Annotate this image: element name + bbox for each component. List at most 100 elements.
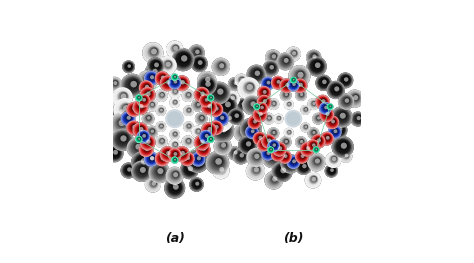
Circle shape <box>259 112 263 116</box>
Circle shape <box>256 105 258 107</box>
Circle shape <box>345 98 349 103</box>
Circle shape <box>351 93 360 102</box>
Circle shape <box>276 116 282 121</box>
Circle shape <box>100 98 113 111</box>
Circle shape <box>228 147 242 160</box>
Circle shape <box>208 137 213 142</box>
Circle shape <box>286 155 301 169</box>
Circle shape <box>190 178 203 191</box>
Circle shape <box>334 86 339 92</box>
Circle shape <box>295 89 307 101</box>
Circle shape <box>318 77 330 89</box>
Circle shape <box>186 92 191 97</box>
Circle shape <box>135 143 142 150</box>
Circle shape <box>350 93 361 104</box>
Circle shape <box>269 148 273 152</box>
Circle shape <box>160 124 164 128</box>
Circle shape <box>312 146 319 153</box>
Circle shape <box>112 80 118 86</box>
Circle shape <box>323 134 332 143</box>
Circle shape <box>287 47 300 61</box>
Circle shape <box>291 158 297 164</box>
Circle shape <box>147 57 164 75</box>
Circle shape <box>130 123 138 131</box>
Circle shape <box>254 69 261 77</box>
Circle shape <box>210 109 233 132</box>
Circle shape <box>157 153 168 164</box>
Circle shape <box>216 165 227 175</box>
Circle shape <box>127 115 131 120</box>
Circle shape <box>324 106 328 109</box>
Circle shape <box>174 100 177 104</box>
Circle shape <box>174 75 176 78</box>
Circle shape <box>286 158 296 168</box>
Circle shape <box>186 123 192 129</box>
Circle shape <box>195 113 207 125</box>
Circle shape <box>293 79 307 92</box>
Circle shape <box>250 117 259 127</box>
Circle shape <box>219 124 228 134</box>
Circle shape <box>145 63 164 82</box>
Circle shape <box>331 119 336 123</box>
Circle shape <box>113 80 118 85</box>
Circle shape <box>249 164 262 177</box>
Circle shape <box>113 88 132 107</box>
Circle shape <box>159 74 166 82</box>
Circle shape <box>207 95 214 101</box>
Circle shape <box>135 94 143 102</box>
Circle shape <box>155 89 168 102</box>
Circle shape <box>272 130 276 135</box>
Circle shape <box>278 145 283 151</box>
Circle shape <box>201 122 217 138</box>
Circle shape <box>339 74 352 87</box>
Circle shape <box>272 54 276 59</box>
Circle shape <box>132 99 148 115</box>
Circle shape <box>298 82 304 88</box>
Circle shape <box>319 77 329 88</box>
Circle shape <box>155 71 170 86</box>
Circle shape <box>163 149 173 159</box>
Circle shape <box>118 120 125 126</box>
Circle shape <box>141 136 154 149</box>
Circle shape <box>186 164 195 173</box>
Circle shape <box>181 54 188 61</box>
Circle shape <box>290 77 297 84</box>
Circle shape <box>275 115 282 122</box>
Circle shape <box>169 149 181 161</box>
Circle shape <box>300 142 315 157</box>
Circle shape <box>203 75 212 84</box>
Circle shape <box>331 128 339 135</box>
Circle shape <box>357 115 361 120</box>
Circle shape <box>115 117 128 130</box>
Circle shape <box>238 78 259 99</box>
Circle shape <box>232 80 239 87</box>
Circle shape <box>172 157 177 163</box>
Circle shape <box>201 95 212 106</box>
Circle shape <box>268 64 275 71</box>
Circle shape <box>219 97 235 114</box>
Circle shape <box>332 137 353 158</box>
Circle shape <box>109 79 120 89</box>
Circle shape <box>166 61 172 67</box>
Circle shape <box>214 137 232 155</box>
Circle shape <box>255 102 267 114</box>
Circle shape <box>137 137 141 141</box>
Circle shape <box>148 179 158 189</box>
Circle shape <box>137 131 149 143</box>
Circle shape <box>264 136 273 145</box>
Circle shape <box>180 160 199 179</box>
Circle shape <box>100 126 114 140</box>
Circle shape <box>284 92 289 97</box>
Circle shape <box>180 150 186 156</box>
Circle shape <box>301 123 310 132</box>
Circle shape <box>146 153 157 165</box>
Circle shape <box>339 95 353 108</box>
Circle shape <box>193 57 206 70</box>
Circle shape <box>101 99 112 110</box>
Circle shape <box>158 108 164 113</box>
Circle shape <box>99 125 114 140</box>
Circle shape <box>291 158 297 165</box>
Circle shape <box>264 79 273 88</box>
Circle shape <box>284 157 297 170</box>
Circle shape <box>261 134 276 149</box>
